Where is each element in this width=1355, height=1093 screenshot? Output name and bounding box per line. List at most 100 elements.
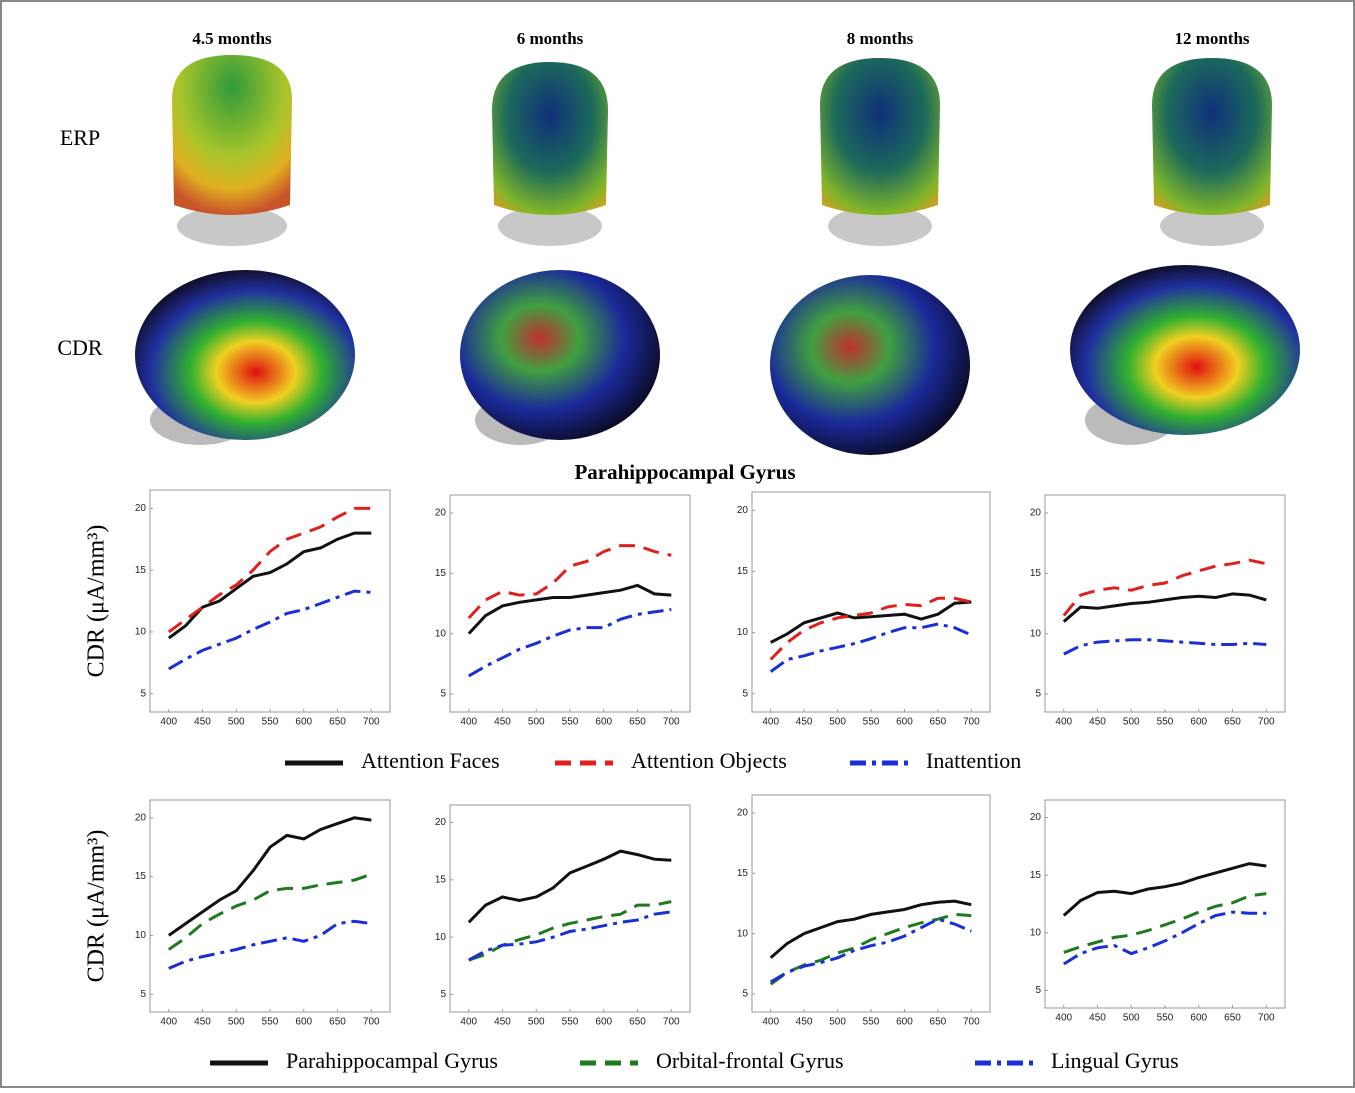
x-tick-label: 400: [1055, 717, 1072, 728]
y-tick-label: 20: [435, 508, 447, 519]
y-tick-label: 15: [135, 871, 147, 882]
y-tick-label: 15: [435, 568, 447, 579]
y-tick-label: 10: [737, 928, 749, 939]
x-tick-label: 400: [762, 717, 779, 728]
x-tick-label: 550: [262, 1017, 279, 1028]
legend-label: Attention Faces: [361, 748, 500, 773]
y-tick-label: 20: [435, 817, 447, 828]
x-tick-label: 500: [228, 1017, 245, 1028]
x-tick-label: 450: [1089, 717, 1106, 728]
x-tick-label: 600: [896, 1017, 913, 1028]
y-tick-label: 5: [742, 688, 748, 699]
x-tick-label: 700: [1258, 1013, 1275, 1024]
y-tick-label: 10: [435, 628, 447, 639]
y-tick-label: 5: [742, 989, 748, 1000]
x-tick-label: 700: [363, 717, 380, 728]
x-tick-label: 700: [663, 1017, 680, 1028]
y-tick-label: 15: [1030, 870, 1042, 881]
y-tick-label: 20: [135, 812, 147, 823]
legend-label: Parahippocampal Gyrus: [286, 1048, 498, 1073]
y-tick-label: 15: [135, 565, 147, 576]
column-header: 6 months: [517, 29, 584, 48]
x-tick-label: 500: [228, 717, 245, 728]
x-tick-label: 450: [194, 717, 211, 728]
x-tick-label: 650: [629, 717, 646, 728]
y-tick-label: 10: [135, 627, 147, 638]
y-tick-label: 20: [737, 505, 749, 516]
x-tick-label: 500: [1123, 717, 1140, 728]
x-tick-label: 450: [796, 1017, 813, 1028]
x-tick-label: 400: [762, 1017, 779, 1028]
x-tick-label: 550: [562, 1017, 579, 1028]
x-tick-label: 450: [1089, 1013, 1106, 1024]
x-tick-label: 400: [460, 717, 477, 728]
legend-label: Orbital-frontal Gyrus: [656, 1048, 844, 1073]
y-tick-label: 10: [135, 930, 147, 941]
y-tick-label: 5: [440, 689, 446, 700]
y-axis-label: CDR (μA/mm³): [84, 525, 110, 678]
y-tick-label: 10: [737, 627, 749, 638]
x-tick-label: 550: [863, 1017, 880, 1028]
x-tick-label: 700: [363, 1017, 380, 1028]
y-tick-label: 15: [435, 874, 447, 885]
x-tick-label: 600: [1190, 717, 1207, 728]
x-tick-label: 400: [160, 717, 177, 728]
x-tick-label: 600: [595, 717, 612, 728]
x-tick-label: 500: [829, 717, 846, 728]
x-tick-label: 450: [494, 1017, 511, 1028]
y-tick-label: 10: [435, 932, 447, 943]
x-tick-label: 450: [494, 717, 511, 728]
x-tick-label: 600: [595, 1017, 612, 1028]
x-tick-label: 400: [160, 1017, 177, 1028]
x-tick-label: 500: [528, 717, 545, 728]
x-tick-label: 500: [829, 1017, 846, 1028]
x-tick-label: 550: [863, 717, 880, 728]
x-tick-label: 650: [1224, 1013, 1241, 1024]
x-tick-label: 650: [329, 1017, 346, 1028]
x-tick-label: 550: [562, 717, 579, 728]
x-tick-label: 650: [930, 1017, 947, 1028]
x-tick-label: 600: [295, 1017, 312, 1028]
y-tick-label: 5: [140, 989, 146, 1000]
y-tick-label: 10: [1030, 927, 1042, 938]
x-tick-label: 500: [528, 1017, 545, 1028]
y-tick-label: 15: [737, 566, 749, 577]
y-tick-label: 10: [1030, 628, 1042, 639]
y-tick-label: 20: [1030, 812, 1042, 823]
x-tick-label: 600: [1190, 1013, 1207, 1024]
x-tick-label: 650: [930, 717, 947, 728]
x-tick-label: 550: [1157, 717, 1174, 728]
legend-label: Lingual Gyrus: [1051, 1048, 1179, 1073]
y-tick-label: 5: [1035, 985, 1041, 996]
figure: ERP CDR Parahippocampal Gyrus 4.5 months…: [0, 0, 1355, 1088]
y-tick-label: 20: [737, 808, 749, 819]
x-tick-label: 700: [1258, 717, 1275, 728]
legend-label: Attention Objects: [631, 748, 787, 773]
column-header: 8 months: [847, 29, 914, 48]
y-tick-label: 5: [140, 688, 146, 699]
x-tick-label: 650: [329, 717, 346, 728]
x-tick-label: 550: [1157, 1013, 1174, 1024]
section-title: Parahippocampal Gyrus: [574, 460, 795, 484]
x-tick-label: 650: [629, 1017, 646, 1028]
x-tick-label: 650: [1224, 717, 1241, 728]
y-tick-label: 15: [1030, 568, 1042, 579]
x-tick-label: 400: [460, 1017, 477, 1028]
row-label: CDR: [57, 335, 103, 360]
x-tick-label: 700: [963, 1017, 980, 1028]
y-tick-label: 5: [1035, 689, 1041, 700]
column-header: 12 months: [1174, 29, 1249, 48]
x-tick-label: 600: [295, 717, 312, 728]
x-tick-label: 500: [1123, 1013, 1140, 1024]
x-tick-label: 400: [1055, 1013, 1072, 1024]
row-label: ERP: [60, 125, 100, 150]
y-tick-label: 15: [737, 868, 749, 879]
x-tick-label: 550: [262, 717, 279, 728]
x-tick-label: 450: [796, 717, 813, 728]
x-tick-label: 600: [896, 717, 913, 728]
y-tick-label: 5: [440, 989, 446, 1000]
y-axis-label: CDR (μA/mm³): [84, 830, 110, 983]
x-tick-label: 700: [663, 717, 680, 728]
x-tick-label: 700: [963, 717, 980, 728]
column-header: 4.5 months: [192, 29, 272, 48]
